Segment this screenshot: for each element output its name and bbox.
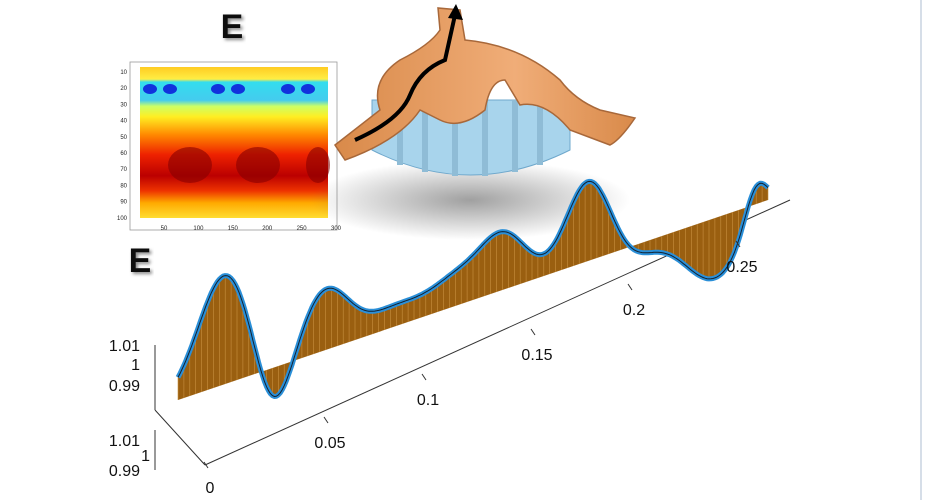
- heatmap-x-tick: 150: [228, 226, 239, 232]
- heatmap-x-tick: 200: [262, 226, 273, 232]
- heatmap-y-tick: 40: [120, 119, 127, 125]
- x-tick-label: 0.25: [726, 259, 757, 276]
- x-tick-label: 0.1: [417, 392, 439, 409]
- z-tick-label: 1.01: [109, 433, 140, 450]
- heatmap-x-tick: 50: [161, 226, 168, 232]
- heatmap-y-tick: 30: [120, 102, 127, 108]
- wave-line: [177, 180, 769, 398]
- heatmap-x-tick: 250: [297, 226, 308, 232]
- flow-arrow: [354, 14, 457, 142]
- x-tick-mark: [421, 373, 427, 381]
- device: [310, 4, 637, 240]
- x-tick-mark: [735, 240, 741, 248]
- z-tick-label: 0.99: [109, 463, 140, 480]
- wave-hatch: [177, 181, 769, 400]
- heatmap-x-tick: 100: [193, 226, 204, 232]
- heatmap-y-tick: 100: [117, 216, 128, 222]
- heatmap-y-tick: 10: [120, 70, 127, 76]
- x-tick-label: 0.05: [314, 435, 345, 452]
- plot-title: E: [129, 242, 152, 280]
- heatmap-x-tick: 300: [331, 226, 342, 232]
- heatmap-title: E: [221, 8, 244, 46]
- heatmap-y-tick: 70: [120, 167, 127, 173]
- x-tick-mark: [530, 328, 536, 336]
- x-tick-mark: [203, 461, 209, 469]
- x-tick-mark: [323, 416, 329, 424]
- x-tick-label: 0: [206, 480, 215, 497]
- heatmap-y-tick: 50: [120, 135, 127, 141]
- heatmap: E: [129, 8, 338, 231]
- arrow-head: [448, 4, 463, 20]
- heatmap-lobes: [168, 147, 330, 183]
- heatmap-dots: [143, 84, 315, 94]
- z-tick-label: 1: [141, 448, 150, 465]
- heatmap-y-tick: 80: [120, 183, 127, 189]
- x-tick-mark: [627, 283, 633, 291]
- device-shadow: [310, 160, 630, 240]
- heatmap-y-tick: 20: [120, 86, 127, 92]
- x-tick-label: 0.2: [623, 302, 645, 319]
- cylinder: [371, 99, 571, 176]
- y-axis: [154, 409, 206, 466]
- heatmap-y-tick: 90: [120, 200, 127, 206]
- x-tick-label: 0.15: [521, 347, 552, 364]
- z-tick-label: 1.01: [109, 338, 140, 355]
- waveguide: [333, 7, 637, 161]
- z-tick-label: 0.99: [109, 378, 140, 395]
- z-tick-label: 1: [131, 357, 140, 374]
- heatmap-y-tick: 60: [120, 151, 127, 157]
